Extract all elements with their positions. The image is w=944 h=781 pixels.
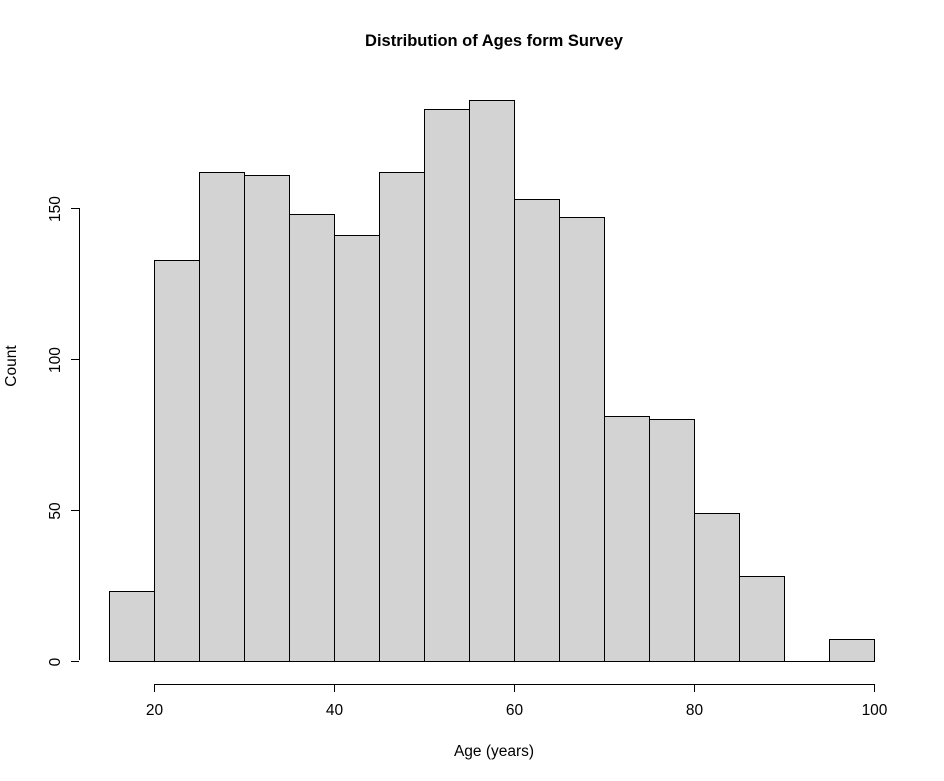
y-axis-line — [79, 208, 80, 660]
x-tick-label: 20 — [145, 702, 164, 719]
histogram-bar — [649, 419, 695, 662]
histogram-bar — [784, 661, 830, 662]
x-tick-label: 60 — [505, 702, 524, 719]
x-tick — [874, 684, 875, 692]
histogram-bar — [109, 591, 155, 662]
y-tick-label: 100 — [47, 346, 64, 373]
x-tick-label: 80 — [685, 702, 704, 719]
x-tick — [334, 684, 335, 692]
histogram-bar — [469, 100, 515, 662]
y-tick — [71, 661, 79, 662]
y-tick-label: 0 — [47, 657, 64, 666]
x-tick — [514, 684, 515, 692]
x-tick — [154, 684, 155, 692]
histogram-bar — [694, 513, 740, 662]
histogram-bar — [514, 199, 560, 662]
x-axis-label: Age (years) — [453, 743, 535, 760]
histogram-bar — [244, 175, 290, 662]
y-tick-label: 150 — [47, 195, 64, 222]
histogram-bar — [424, 109, 470, 662]
histogram-bar — [829, 639, 875, 662]
y-tick — [71, 510, 79, 511]
histogram-bar — [334, 235, 380, 662]
histogram-bar — [154, 260, 200, 662]
histogram-bar — [379, 172, 425, 662]
histogram-bar — [604, 416, 650, 662]
x-tick — [694, 684, 695, 692]
y-tick-label: 50 — [47, 501, 64, 520]
histogram-bar — [559, 217, 605, 662]
histogram-bar — [199, 172, 245, 662]
histogram-bar — [739, 576, 785, 662]
y-tick — [71, 359, 79, 360]
histogram-bar — [289, 214, 335, 662]
chart-title: Distribution of Ages form Survey — [365, 32, 623, 50]
x-tick-label: 40 — [325, 702, 344, 719]
y-tick — [71, 208, 79, 209]
x-tick-label: 100 — [861, 702, 888, 719]
